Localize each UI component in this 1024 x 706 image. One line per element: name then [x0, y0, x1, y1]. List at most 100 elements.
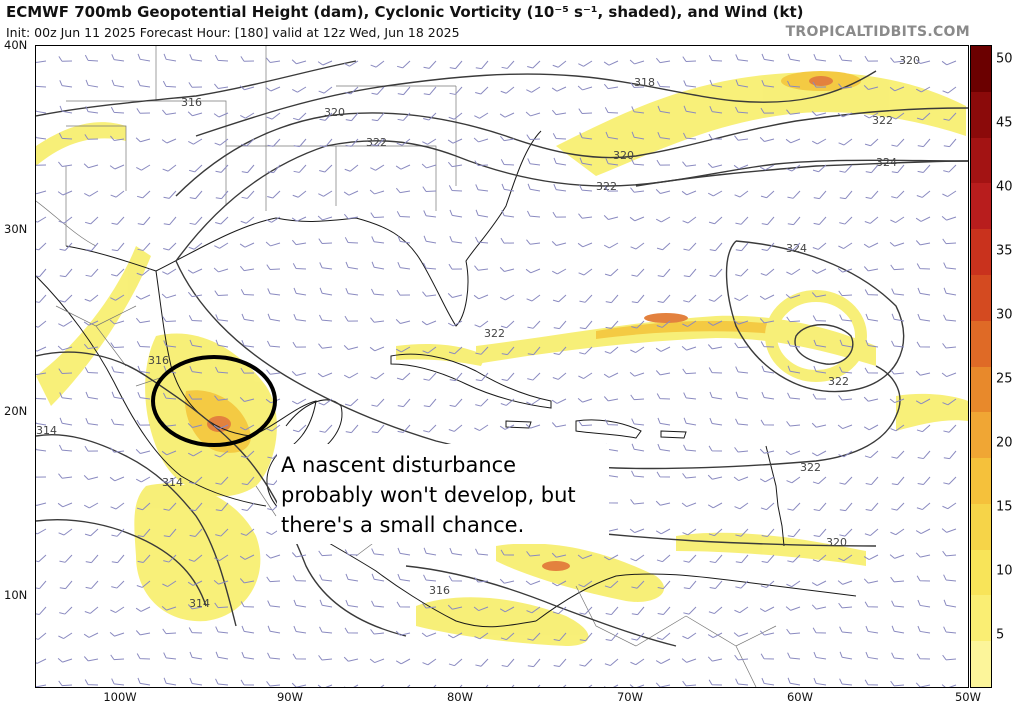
wind-barb [735, 418, 749, 426]
wind-barb [630, 242, 645, 250]
vorticity-band-east-edge [896, 393, 968, 431]
wind-barb [811, 268, 827, 274]
contour-label: 322 [596, 180, 617, 193]
wind-barb [527, 346, 541, 356]
wind-barb [344, 398, 359, 407]
wind-barb [57, 502, 73, 508]
wind-barb [370, 164, 385, 171]
wind-barb [267, 625, 281, 634]
map-canvas: 316 318 320 322 322 320 322 324 324 322 … [36, 46, 968, 687]
wind-barb [241, 476, 255, 486]
wind-barb [864, 289, 879, 296]
wind-barb [735, 554, 749, 564]
wind-barb [83, 163, 99, 169]
wind-barb [110, 106, 125, 114]
wind-barb [59, 444, 73, 452]
wind-barb [787, 502, 801, 511]
wind-barb [527, 158, 541, 166]
wind-barb [916, 575, 931, 582]
wind-barb [785, 606, 801, 611]
annotation-line-3: there's a small chance. [281, 513, 525, 537]
wind-barb [293, 138, 307, 148]
wind-barb [683, 580, 697, 590]
wind-barb [57, 345, 73, 351]
vorticity-band-mexico [36, 246, 151, 406]
wind-barb [500, 320, 515, 329]
wind-barb [915, 370, 931, 376]
wind-barb [786, 580, 801, 588]
wind-barb [370, 60, 385, 68]
wind-barb [162, 316, 177, 322]
wind-barb [137, 677, 151, 686]
wind-barb [863, 242, 879, 248]
wind-barb [137, 216, 151, 226]
wind-barb [214, 138, 229, 146]
wind-barb [397, 424, 411, 433]
wind-barb [709, 580, 723, 590]
wind-barb [733, 476, 749, 482]
wind-barb [422, 346, 437, 354]
wind-barb [735, 106, 749, 114]
wind-barb [215, 216, 229, 225]
contour-316-south [36, 351, 407, 637]
wind-barb [163, 554, 177, 563]
political-borders [36, 46, 777, 687]
wind-barbs [36, 53, 957, 687]
coast-hispaniola [575, 419, 642, 439]
wind-barb [683, 294, 697, 303]
vorticity-band-central-atlantic-core [596, 320, 776, 339]
wind-barb [578, 60, 593, 67]
wind-barb [603, 242, 619, 249]
colorbar-label-40: 40 [996, 179, 1013, 195]
wind-barb [865, 476, 879, 486]
lon-label-60w: 60W [786, 690, 814, 704]
wind-barb [657, 417, 671, 426]
wind-barb [553, 658, 567, 668]
wind-barb [163, 652, 177, 660]
wind-barb [474, 424, 489, 431]
wind-barb [371, 138, 385, 147]
wind-barb [292, 86, 307, 93]
wind-barb [603, 684, 619, 687]
wind-barb [708, 606, 723, 615]
wind-barb [396, 372, 411, 381]
wind-barb [85, 106, 99, 114]
lon-label-50w: 50W [954, 690, 982, 704]
vorticity-max-bay-of-campeche [207, 416, 231, 432]
wind-barb [84, 606, 99, 614]
wind-barb [266, 264, 281, 270]
wind-barb [162, 80, 177, 88]
wind-barb [604, 185, 619, 192]
wind-barb [657, 580, 671, 590]
wind-barb [941, 684, 957, 687]
wind-barb [111, 528, 125, 537]
wind-barb [603, 554, 619, 561]
wind-barb [58, 216, 73, 224]
wind-barb [241, 313, 255, 322]
wind-barb [915, 216, 931, 222]
wind-barb [345, 261, 359, 270]
wind-barb [474, 320, 489, 328]
wind-barb [423, 684, 437, 687]
wind-barb [943, 314, 957, 322]
wind-barb [708, 216, 723, 225]
wind-barb [187, 111, 203, 117]
contour-label: 324 [876, 156, 897, 169]
wind-barb [707, 190, 723, 197]
wind-barb [630, 554, 645, 562]
contour-label: 324 [786, 242, 807, 255]
wind-barb [786, 476, 801, 484]
wind-barb [215, 678, 229, 686]
contour-314-south [36, 519, 207, 607]
vorticity-blob-panama [416, 597, 589, 646]
wind-barb [787, 53, 801, 62]
wind-barb [423, 547, 437, 556]
wind-barb [889, 241, 905, 247]
wind-barb [449, 398, 463, 407]
wind-barb [813, 528, 827, 538]
wind-barb [760, 341, 775, 348]
wind-barb [839, 651, 853, 660]
wind-barb [293, 625, 307, 634]
wind-barb [709, 106, 723, 114]
contour-label: 320 [826, 536, 847, 549]
